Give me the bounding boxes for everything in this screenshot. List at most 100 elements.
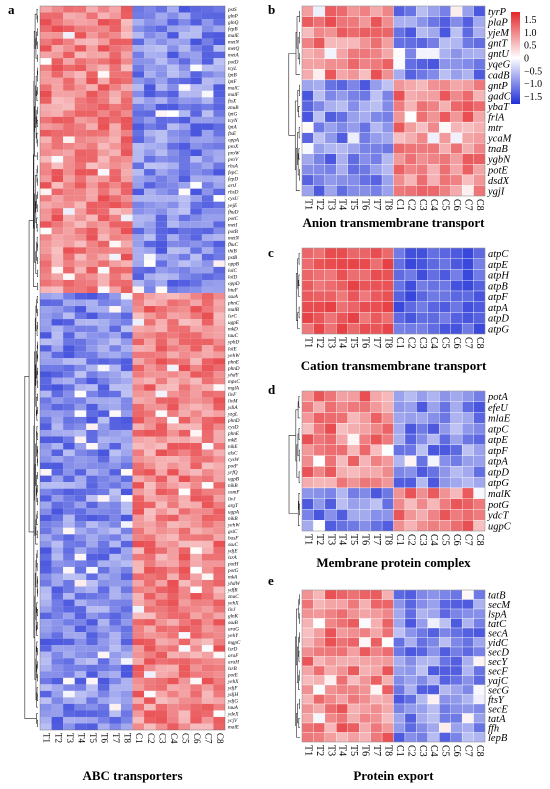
heatmap-cell [416, 90, 429, 102]
dendrogram-branch [35, 38, 38, 59]
heatmap-cell [313, 58, 326, 70]
heatmap-cell [86, 488, 98, 496]
heatmap-cell [393, 732, 406, 743]
panel-letter: d [268, 382, 276, 397]
heatmap-cell [109, 129, 121, 137]
heatmap-cell [63, 612, 75, 620]
heatmap-cell [301, 656, 314, 667]
heatmap-cell [473, 637, 486, 648]
heatmap-cell [120, 38, 133, 46]
heatmap-cell [74, 397, 87, 404]
row-label: ydjH [227, 692, 238, 698]
heatmap-cell [109, 58, 121, 65]
heatmap-cell [120, 286, 133, 294]
heatmap-cell [213, 651, 226, 659]
heatmap-cell [381, 627, 394, 638]
heatmap-cell [132, 527, 145, 535]
heatmap-cell [301, 79, 314, 91]
heatmap-cell [359, 627, 371, 638]
heatmap-cell [132, 32, 145, 39]
row-label: mkE [228, 438, 238, 444]
heatmap-cell [439, 323, 451, 335]
row-label: ssuC [228, 542, 239, 548]
heatmap-cell [313, 164, 326, 176]
heatmap-cell [155, 579, 168, 587]
heatmap-cell [86, 390, 98, 398]
heatmap-cell [74, 723, 87, 731]
heatmap-cell [178, 482, 191, 489]
heatmap-cell [132, 390, 145, 398]
heatmap-cell [97, 208, 110, 215]
heatmap-cell [132, 560, 145, 567]
heatmap-cell [120, 123, 133, 130]
heatmap-cell [461, 466, 474, 478]
heatmap-cell [144, 345, 156, 352]
heatmap-cell [167, 299, 179, 307]
heatmap-cell [427, 174, 440, 186]
heatmap-cell [144, 723, 156, 731]
heatmap-cell [381, 509, 394, 521]
heatmap-cell [359, 722, 371, 733]
heatmap-cell [155, 32, 168, 39]
heatmap-cell [63, 553, 75, 561]
heatmap-cell [416, 111, 429, 123]
row-label: cysU [228, 196, 240, 202]
heatmap-cell [427, 16, 440, 28]
heatmap-cell [201, 377, 214, 385]
heatmap-cell [404, 174, 417, 186]
heatmap-cell [109, 716, 121, 724]
row-label: tnaB [488, 144, 508, 155]
heatmap-cell [213, 319, 226, 326]
heatmap-cell [40, 221, 52, 228]
heatmap-cell [144, 306, 156, 313]
row-label: tatA [488, 714, 506, 725]
heatmap-cell [427, 58, 440, 70]
heatmap-cell [63, 25, 75, 33]
heatmap-cell [167, 84, 179, 91]
heatmap-cell [40, 364, 52, 372]
heatmap-cell [450, 121, 463, 133]
heatmap-cell [370, 153, 383, 165]
heatmap-cell [120, 195, 133, 202]
heatmap-cell [336, 627, 348, 638]
heatmap-cell [213, 149, 226, 157]
row-label: yqeG [487, 60, 511, 71]
row-label: atpH [488, 271, 510, 282]
heatmap-cell [313, 732, 326, 743]
heatmap-cell [40, 423, 52, 431]
heatmap-cell [473, 111, 486, 123]
heatmap-cell [63, 260, 75, 267]
heatmap-cell [40, 677, 52, 685]
panel-title: Protein export [353, 768, 434, 783]
heatmap-cell [97, 169, 110, 176]
heatmap-cell [132, 593, 145, 600]
column-label: C6 [192, 733, 202, 744]
heatmap-cell [201, 723, 214, 731]
heatmap-cell [393, 646, 406, 657]
heatmap-cell [51, 579, 64, 587]
heatmap-cell [74, 423, 87, 431]
heatmap-cell [201, 716, 214, 724]
heatmap-cell [427, 143, 440, 155]
heatmap-cell [63, 306, 75, 313]
heatmap-cell [416, 26, 429, 38]
heatmap-cell [461, 26, 474, 38]
heatmap-cell [155, 129, 168, 137]
heatmap-cell [155, 71, 168, 78]
heatmap-cell [51, 142, 64, 150]
heatmap-cell [167, 423, 179, 431]
heatmap-cell [155, 351, 168, 359]
heatmap-cell [144, 201, 156, 209]
heatmap-cell [144, 514, 156, 522]
heatmap-cell [359, 599, 371, 610]
heatmap-cell [132, 319, 145, 326]
heatmap-cell [144, 64, 156, 72]
heatmap-cell [301, 174, 314, 186]
heatmap-cell [120, 697, 133, 704]
heatmap-cell [120, 312, 133, 320]
heatmap-cell [167, 175, 179, 183]
heatmap-cell [439, 290, 451, 302]
heatmap-cell [74, 501, 87, 509]
heatmap-cell [178, 677, 191, 685]
heatmap-cell [178, 566, 191, 574]
